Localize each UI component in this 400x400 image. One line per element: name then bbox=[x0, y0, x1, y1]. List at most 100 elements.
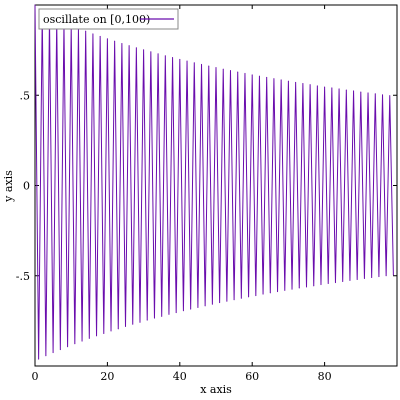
data-point bbox=[99, 35, 101, 37]
data-point bbox=[96, 335, 98, 337]
data-point bbox=[295, 81, 297, 83]
data-point bbox=[175, 312, 177, 314]
y-axis-ticks: .5 0 -.5 bbox=[16, 89, 397, 283]
data-point bbox=[338, 88, 340, 90]
data-point bbox=[291, 288, 293, 290]
y-axis-label: y axis bbox=[2, 170, 15, 203]
data-point bbox=[172, 57, 174, 59]
data-point bbox=[74, 343, 76, 345]
data-point bbox=[233, 299, 235, 301]
data-point bbox=[85, 30, 87, 32]
data-point bbox=[125, 325, 126, 327]
data-point bbox=[219, 302, 221, 304]
x-tick-label: 0 bbox=[32, 370, 39, 383]
data-point bbox=[298, 287, 300, 289]
data-point bbox=[392, 274, 394, 276]
data-point bbox=[204, 305, 206, 307]
y-tick-label: 0 bbox=[23, 180, 30, 193]
data-point bbox=[324, 86, 326, 88]
data-point bbox=[201, 63, 203, 65]
data-point bbox=[92, 33, 94, 35]
data-point bbox=[121, 42, 123, 44]
data-point bbox=[316, 85, 318, 87]
data-point bbox=[197, 307, 199, 309]
data-point bbox=[327, 283, 329, 285]
data-point bbox=[81, 340, 83, 342]
data-point bbox=[128, 45, 130, 47]
legend: oscillate on [0,100) bbox=[38, 8, 179, 30]
data-point bbox=[153, 317, 155, 319]
data-point bbox=[342, 281, 344, 283]
data-point bbox=[179, 58, 181, 60]
data-point bbox=[226, 300, 228, 302]
data-point bbox=[287, 80, 289, 82]
data-point bbox=[353, 90, 355, 92]
x-tick-label: 20 bbox=[100, 370, 114, 383]
data-point bbox=[103, 333, 105, 335]
data-point bbox=[313, 285, 315, 287]
x-axis-ticks: 0 20 40 60 80 bbox=[32, 5, 332, 383]
data-point bbox=[59, 349, 61, 351]
x-tick-label: 40 bbox=[173, 370, 187, 383]
data-point bbox=[367, 92, 369, 94]
data-point bbox=[106, 38, 108, 40]
data-point bbox=[38, 358, 40, 360]
legend-entry-label: oscillate on [0,100) bbox=[43, 13, 150, 26]
data-point bbox=[389, 95, 391, 97]
data-point bbox=[266, 76, 268, 78]
series-line-oscillate bbox=[34, 4, 394, 360]
data-point bbox=[385, 275, 387, 277]
data-point bbox=[248, 296, 250, 298]
x-tick-label: 80 bbox=[318, 370, 332, 383]
data-point bbox=[193, 62, 195, 64]
data-point bbox=[190, 308, 192, 310]
x-axis-label: x axis bbox=[200, 383, 232, 396]
data-point bbox=[360, 91, 362, 93]
data-point bbox=[345, 89, 347, 91]
data-point bbox=[45, 355, 47, 357]
data-point bbox=[110, 330, 112, 332]
data-point bbox=[302, 83, 304, 85]
data-point bbox=[67, 346, 69, 348]
data-point bbox=[114, 40, 116, 42]
data-point bbox=[168, 313, 170, 315]
legend-box bbox=[38, 8, 179, 30]
data-point bbox=[382, 94, 384, 96]
data-point bbox=[251, 74, 253, 76]
series-points bbox=[34, 4, 394, 360]
data-point bbox=[52, 352, 54, 354]
data-point bbox=[374, 93, 376, 95]
data-point bbox=[208, 65, 210, 67]
data-point bbox=[164, 55, 166, 57]
data-point bbox=[334, 282, 336, 284]
data-point bbox=[132, 323, 134, 325]
data-point bbox=[222, 68, 224, 70]
data-point bbox=[269, 292, 271, 294]
data-point bbox=[229, 70, 231, 72]
data-point bbox=[258, 75, 260, 77]
data-point bbox=[306, 286, 307, 288]
data-point bbox=[135, 47, 137, 49]
x-tick-label: 60 bbox=[245, 370, 259, 383]
data-point bbox=[371, 277, 373, 279]
data-point bbox=[157, 53, 159, 55]
data-point bbox=[211, 303, 213, 305]
data-point bbox=[280, 79, 282, 81]
data-point bbox=[182, 310, 184, 312]
y-tick-label: .5 bbox=[20, 89, 31, 102]
data-point bbox=[244, 72, 246, 74]
data-point bbox=[309, 84, 311, 86]
data-point bbox=[146, 319, 148, 321]
data-point bbox=[150, 51, 152, 53]
data-point bbox=[356, 279, 358, 281]
data-point bbox=[117, 328, 119, 330]
data-point bbox=[349, 279, 351, 281]
data-point bbox=[215, 66, 217, 68]
data-point bbox=[363, 277, 365, 279]
data-point bbox=[186, 60, 188, 62]
y-tick-label: -.5 bbox=[16, 270, 30, 283]
data-point bbox=[262, 293, 264, 295]
data-point bbox=[255, 295, 257, 297]
data-point bbox=[273, 78, 275, 80]
